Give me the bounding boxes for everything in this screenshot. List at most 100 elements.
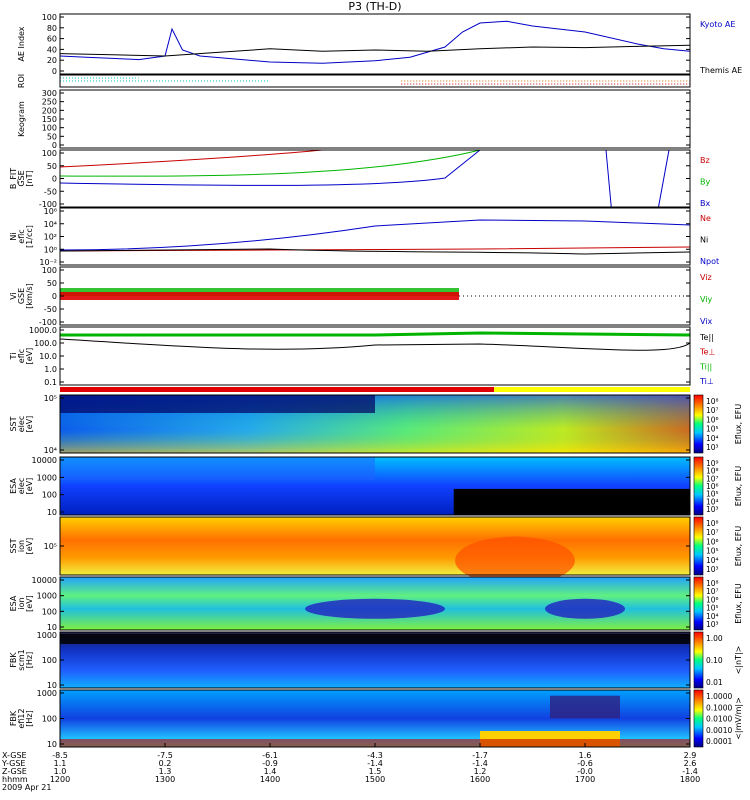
colorbar-tick-label: 10³ — [706, 565, 719, 574]
y-tick-label: 1000 — [37, 473, 57, 482]
colorbar-tick-label: 10⁵ — [706, 490, 719, 499]
colorbar-scale — [693, 631, 704, 689]
y-tick-label: 10.0 — [39, 352, 57, 361]
y-tick-label: 40 — [47, 45, 57, 54]
legend-entry: Viz — [700, 273, 712, 282]
y-tick-label: 0 — [52, 67, 57, 76]
y-axis-label: efi12 — [17, 708, 26, 728]
x-tick-label: 1.4 — [264, 767, 277, 776]
y-tick-label: 50 — [47, 162, 57, 171]
colorbar-tick-label: 10³ — [706, 620, 719, 629]
y-tick-label: 10000 — [32, 456, 57, 465]
panel-frame — [59, 89, 691, 149]
y-tick-label: 60 — [47, 35, 57, 44]
mode-bar-segment — [494, 387, 690, 392]
x-tick-label: 2.6 — [684, 759, 697, 768]
panel-frame — [59, 576, 691, 631]
colorbar-tick-label: 0.0010 — [706, 726, 732, 735]
y-tick-label: 0 — [52, 292, 57, 301]
y-axis-label: Ni — [9, 232, 18, 240]
y-axis-label: SST — [9, 416, 18, 431]
y-tick-label: 10 — [47, 681, 57, 690]
panel-frame — [59, 207, 691, 266]
x-tick-label: 1.5 — [369, 767, 382, 776]
x-tick-label: -1.4 — [472, 759, 488, 768]
x-row-label: Y-GSE — [1, 759, 25, 768]
panel-frame — [59, 13, 691, 75]
colorbar-tick-label: 10⁶ — [706, 537, 719, 546]
spectrogram-overlay — [545, 598, 625, 619]
x-tick-label: -0.6 — [577, 759, 593, 768]
y-tick-label: 80 — [47, 24, 57, 33]
y-axis-label: Keogram — [17, 101, 26, 137]
y-axis-label: ROI — [17, 74, 26, 88]
colorbar-tick-label: 10⁵ — [706, 604, 719, 613]
y-tick-label: 50 — [47, 279, 57, 288]
colorbar-tick-label: 10⁶ — [706, 595, 719, 604]
spectrogram-overlay — [453, 488, 690, 515]
y-axis-label: elec — [17, 416, 26, 432]
y-axis-label: Ti — [9, 353, 18, 361]
x-tick-label: 1500 — [365, 775, 385, 784]
y-axis-label: ion — [17, 597, 26, 609]
y-tick-label: 100 — [42, 491, 57, 500]
colorbar-tick-label: 10⁶ — [706, 482, 719, 491]
legend-entry: By — [700, 178, 710, 187]
y-axis-label: GSE — [17, 288, 26, 304]
legend-entry: Te|| — [699, 333, 714, 342]
colorbar-tick-label: 10⁵ — [706, 425, 719, 434]
time-axis: -8.51.11.01200-7.50.21.31300-6.1-0.91.41… — [1, 743, 700, 792]
legend-entry: Themis AE — [699, 66, 742, 75]
y-axis-label: [km/s] — [25, 283, 34, 309]
y-tick-label: 1000 — [37, 631, 57, 640]
y-axis-label: [1/cc] — [25, 225, 34, 248]
x-tick-label: -0.9 — [262, 759, 278, 768]
x-tick-label: 0.2 — [159, 759, 172, 768]
colorbar-scale — [693, 516, 704, 576]
y-tick-label: 100 — [42, 715, 57, 724]
colorbar-scale — [693, 456, 704, 516]
y-tick-label: 0 — [52, 175, 57, 184]
spectrogram-overlay — [60, 395, 375, 413]
y-tick-label: -50 — [44, 305, 57, 314]
y-axis-label: [eV] — [25, 416, 34, 433]
mode-bar-segment — [60, 387, 494, 392]
panel-vi: 100 50 0 -50 -100 Vi GSE [km/s] Viz Viy Vix — [9, 266, 713, 327]
colorbar-scale — [693, 394, 704, 454]
y-tick-label: 100 — [42, 149, 57, 158]
legend-entry: Te⊥ — [699, 348, 715, 357]
y-tick-label: 10⁴ — [44, 446, 57, 455]
y-tick-label: 10⁻² — [39, 258, 57, 267]
colorbar-tick-label: 10⁴ — [706, 556, 719, 565]
x-tick-label: 1700 — [575, 775, 595, 784]
series-line — [59, 149, 323, 168]
spectrogram-overlay — [305, 598, 445, 619]
y-tick-label: 100 — [42, 607, 57, 616]
panel-bfit: 100 50 0 -50 -100 B_FIT GSE [nT] Bz By Bx — [9, 149, 710, 209]
colorbar-tick-label: 10⁶ — [706, 415, 719, 424]
y-axis-label: eflc — [17, 349, 26, 363]
panel-fbk_b: 1000 100 10 FBK scm1 [Hz] 1.00 0.10 0.01 <|nT|> — [9, 631, 743, 690]
panel-frame — [59, 394, 691, 454]
spectrogram-overlay — [60, 457, 375, 481]
y-axis-label: Vi — [9, 292, 18, 300]
series-line — [605, 149, 670, 208]
colorbar-label: Eflux, EFU — [734, 466, 743, 507]
legend-entry: Ti⊥ — [699, 377, 714, 386]
x-tick-label: -8.5 — [52, 751, 68, 760]
x-tick-label: -4.3 — [367, 751, 383, 760]
x-row-label: hhmm — [2, 775, 28, 784]
y-tick-label: 20 — [47, 56, 57, 65]
y-tick-label: 10 — [47, 508, 57, 517]
colorbar-tick-label: 10⁸ — [706, 397, 719, 406]
series-line — [60, 331, 691, 337]
y-tick-label: 10⁰ — [44, 245, 57, 254]
x-tick-label: 1600 — [470, 775, 490, 784]
y-tick-label: 10² — [44, 233, 57, 242]
legend-entry: Ne — [700, 214, 711, 223]
y-tick-label: 300 — [42, 89, 57, 98]
series-line — [59, 219, 691, 251]
colorbar: 1.0000 0.1000 0.0100 0.0010 0.0001<|mV/m|> — [693, 689, 743, 748]
